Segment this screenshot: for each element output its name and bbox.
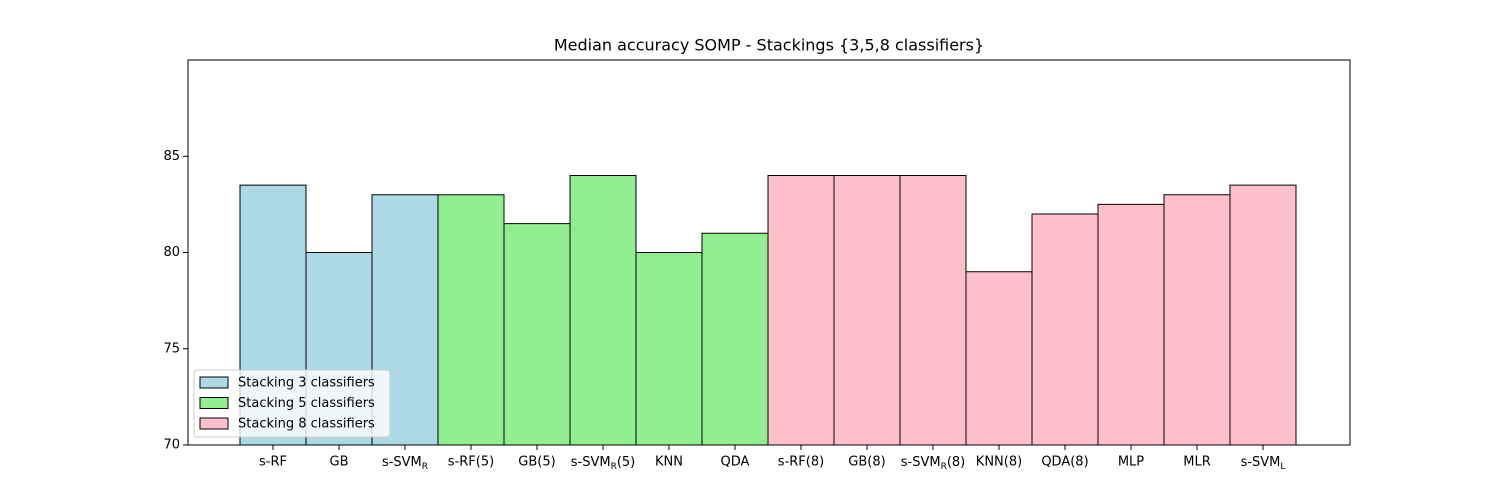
y-tick-label: 75 [163, 341, 180, 356]
x-tick-label: GB(8) [848, 455, 885, 470]
legend-swatch [199, 376, 229, 389]
x-tick-label: GB(5) [518, 455, 555, 470]
y-tick-label: 80 [163, 245, 180, 260]
bar [503, 223, 571, 446]
bar [899, 175, 967, 446]
x-tick-label: s-SVMR [382, 455, 428, 472]
chart-title: Median accuracy SOMP - Stackings {3,5,8 … [554, 36, 984, 55]
x-tick-label: MLP [1118, 455, 1144, 470]
x-tick-label: KNN(8) [976, 455, 1022, 470]
bar [965, 271, 1033, 446]
legend-swatch [199, 397, 229, 409]
x-tick-label: s-RF [259, 455, 287, 470]
bar [1229, 184, 1297, 446]
legend-label: Stacking 3 classifiers [238, 376, 375, 391]
bar [1031, 213, 1099, 446]
bar [635, 252, 703, 446]
bar [701, 232, 769, 446]
y-tick-label: 85 [163, 149, 180, 164]
x-tick-label: s-RF(8) [778, 455, 824, 470]
legend-swatch [199, 417, 229, 430]
x-tick-label: MLR [1183, 455, 1211, 470]
bar [833, 175, 901, 446]
legend-label: Stacking 5 classifiers [238, 396, 375, 411]
x-tick-label: QDA(8) [1041, 455, 1088, 470]
legend-box [193, 369, 391, 438]
x-tick-label: GB [330, 455, 349, 470]
bar [1097, 203, 1165, 446]
plot-frame [187, 59, 1351, 446]
x-tick-label: QDA [721, 455, 750, 470]
bar [569, 175, 637, 446]
bar [767, 175, 835, 446]
x-tick-label: s-SVML [1241, 455, 1286, 472]
legend-label: Stacking 8 classifiers [238, 417, 375, 432]
x-tick-label: s-RF(5) [448, 455, 494, 470]
bar [1163, 194, 1231, 446]
x-tick-label: KNN [655, 455, 683, 470]
bar [437, 194, 505, 446]
y-tick-label: 70 [163, 438, 180, 453]
x-tick-label: s-SVMR(5) [571, 455, 636, 472]
x-tick-label: s-SVMR(8) [901, 455, 966, 472]
